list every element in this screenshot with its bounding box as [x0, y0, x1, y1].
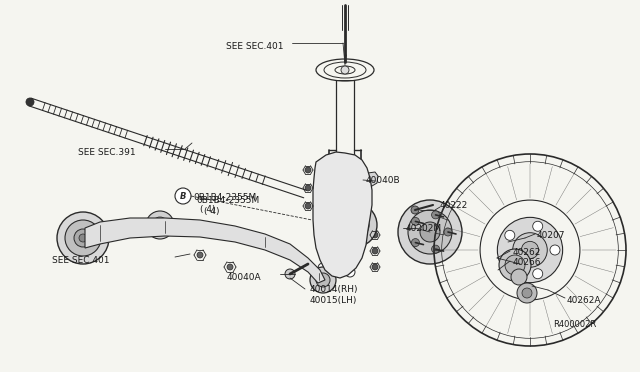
Circle shape: [431, 211, 440, 219]
Circle shape: [411, 206, 419, 214]
Text: 0B1B4-2355M: 0B1B4-2355M: [193, 193, 256, 202]
Circle shape: [372, 248, 378, 254]
Circle shape: [349, 219, 361, 231]
Circle shape: [65, 220, 101, 256]
Text: SEE SEC.401: SEE SEC.401: [52, 256, 109, 265]
Circle shape: [227, 264, 233, 270]
Text: 40262: 40262: [513, 248, 541, 257]
Circle shape: [146, 211, 174, 239]
Circle shape: [431, 245, 440, 253]
Text: 0B1B4-2355M: 0B1B4-2355M: [196, 196, 259, 205]
Circle shape: [341, 211, 369, 239]
Text: 40015(LH): 40015(LH): [310, 296, 357, 305]
Circle shape: [304, 260, 312, 268]
Circle shape: [412, 217, 419, 225]
Circle shape: [532, 221, 543, 231]
Circle shape: [305, 203, 311, 209]
Circle shape: [505, 230, 515, 240]
Polygon shape: [85, 218, 325, 283]
Circle shape: [517, 283, 537, 303]
Circle shape: [341, 66, 349, 74]
Circle shape: [310, 267, 336, 293]
Text: SEE SEC.401: SEE SEC.401: [226, 42, 284, 51]
Circle shape: [345, 267, 355, 277]
Text: 40040B: 40040B: [366, 176, 401, 185]
Circle shape: [408, 210, 452, 254]
Text: B: B: [180, 192, 186, 201]
Circle shape: [345, 157, 355, 167]
Text: R400002R: R400002R: [553, 320, 596, 329]
Circle shape: [497, 217, 563, 283]
Circle shape: [79, 234, 87, 242]
Circle shape: [499, 249, 531, 281]
Circle shape: [318, 263, 328, 273]
Circle shape: [57, 212, 109, 264]
Circle shape: [420, 222, 440, 242]
Text: 40202M: 40202M: [406, 224, 442, 233]
Text: 40014(RH): 40014(RH): [310, 285, 358, 294]
Circle shape: [152, 217, 168, 233]
Circle shape: [285, 269, 295, 279]
Text: 40040A: 40040A: [227, 273, 262, 282]
Circle shape: [550, 245, 560, 255]
Circle shape: [26, 98, 34, 106]
Text: 40207: 40207: [537, 231, 566, 240]
Text: 40266: 40266: [513, 258, 541, 267]
Circle shape: [74, 229, 92, 247]
Circle shape: [505, 255, 525, 275]
Circle shape: [372, 264, 378, 270]
Circle shape: [197, 252, 203, 258]
Circle shape: [522, 241, 539, 259]
Circle shape: [532, 269, 543, 279]
Circle shape: [316, 273, 330, 287]
Text: ( 4): ( 4): [204, 207, 220, 216]
Circle shape: [305, 185, 311, 191]
Circle shape: [156, 221, 164, 229]
Circle shape: [398, 200, 462, 264]
Polygon shape: [313, 152, 372, 278]
Circle shape: [511, 269, 527, 285]
Circle shape: [513, 233, 547, 267]
Circle shape: [318, 163, 328, 173]
Text: 40262A: 40262A: [567, 296, 602, 305]
Circle shape: [505, 260, 515, 270]
Circle shape: [412, 238, 419, 247]
Circle shape: [175, 188, 191, 204]
Text: 40222: 40222: [440, 201, 468, 210]
Circle shape: [333, 203, 377, 247]
Circle shape: [305, 167, 311, 173]
Text: ( 4): ( 4): [200, 205, 216, 214]
Circle shape: [522, 288, 532, 298]
Text: SEE SEC.391: SEE SEC.391: [78, 148, 136, 157]
Circle shape: [372, 232, 378, 238]
Polygon shape: [360, 172, 378, 186]
Circle shape: [444, 228, 452, 236]
